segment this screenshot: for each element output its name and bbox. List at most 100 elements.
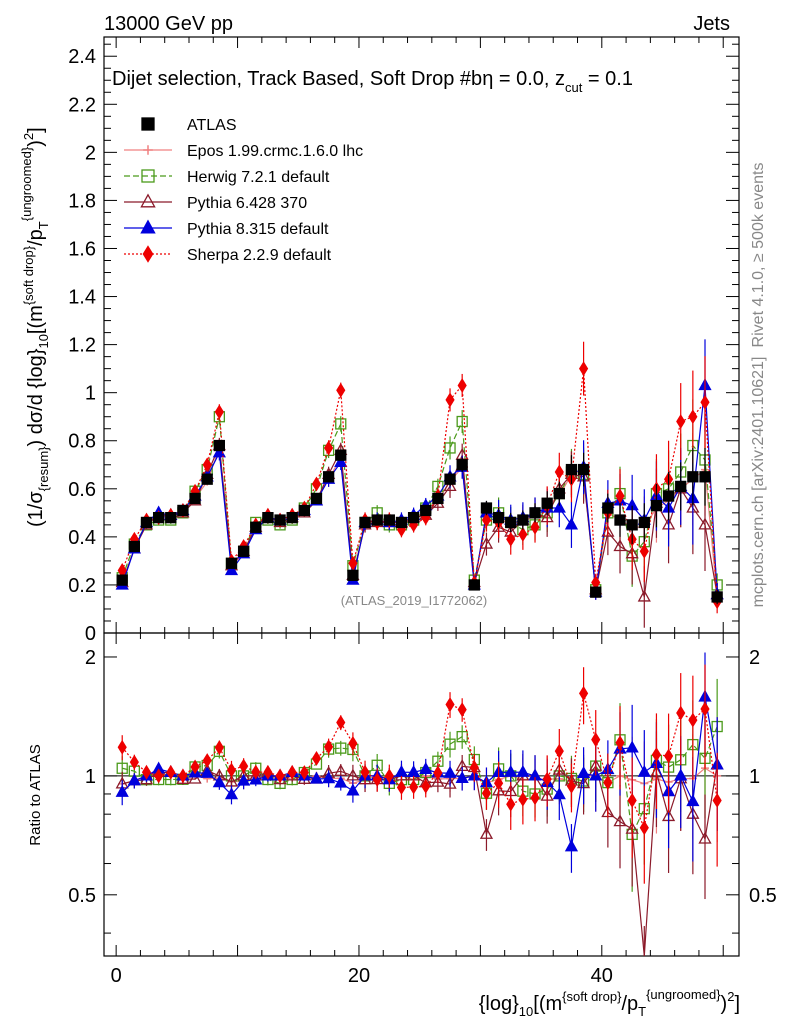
atlas-point <box>626 519 638 531</box>
chart-title: Dijet selection, Track Based, Soft Drop … <box>112 68 633 95</box>
pythia8-ratio-point <box>394 764 409 777</box>
atlas-point <box>335 449 347 461</box>
herwig-line <box>121 416 718 590</box>
y-tick-label: 1.8 <box>68 190 96 212</box>
y-axis-label: (1/σ{resum}) dσ/d {log}10[(m{soft drop}/… <box>19 127 51 527</box>
y-tick-labels: 0 0.2 0.4 0.6 0.8 1 1.2 1.4 1.6 1.8 2 2.2 2.4 <box>68 46 96 645</box>
herwig-point <box>444 442 456 454</box>
atlas-point <box>189 492 201 505</box>
pythia8-ratio-point <box>516 764 530 777</box>
sherpa-ratio-point <box>348 735 358 751</box>
atlas-point <box>699 471 711 483</box>
sherpa-point <box>530 519 540 535</box>
pythia8-ratio-point <box>637 764 651 777</box>
atlas-point <box>590 586 602 598</box>
sherpa-ratio-point <box>627 792 637 808</box>
pythia6-point <box>443 479 457 492</box>
legend-label-epos: Epos 1.99.crmc.1.6.0 lhc <box>187 143 363 160</box>
x-tick-label: 20 <box>348 965 370 987</box>
pythia8-ratio-point <box>564 839 579 852</box>
pythia6-ratio-point <box>431 774 445 787</box>
sherpa-ratio-point <box>676 705 686 721</box>
ratio-tick-label-right: 2 <box>749 647 760 669</box>
sherpa-ratio-point <box>700 701 710 717</box>
pythia8-ratio-point <box>674 768 688 781</box>
sherpa-point <box>445 392 455 408</box>
sherpa-ratio-point <box>396 780 407 795</box>
pythia8-ratio-point <box>334 775 348 788</box>
sherpa-ratio-point <box>651 747 662 763</box>
sherpa-point <box>676 414 686 429</box>
sherpa-ratio-point <box>481 785 492 801</box>
legend-label-atlas: ATLAS <box>187 117 237 134</box>
ratio-tick-label: 2 <box>85 647 96 669</box>
ratio-tick-label: 0.5 <box>68 885 96 907</box>
pythia8-ratio-point <box>127 773 141 786</box>
x-tick-labels: 0 20 40 <box>111 965 613 987</box>
sherpa-ratio-point <box>299 765 309 781</box>
rivet-label: Rivet 4.1.0, ≥ 500k events <box>750 163 767 348</box>
sherpa-ratio-point <box>336 715 346 730</box>
sherpa-ratio-line <box>121 693 718 830</box>
atlas-point <box>310 492 323 505</box>
atlas-point <box>480 502 493 514</box>
atlas-point <box>662 490 675 502</box>
atlas-point <box>165 511 177 524</box>
atlas-point <box>274 514 286 526</box>
atlas-point <box>347 569 359 581</box>
pythia8-ratio-point <box>419 761 433 774</box>
pythia8-ratio-point <box>237 773 251 786</box>
ratio-tick-label-right: 0.5 <box>749 885 777 907</box>
sherpa-ratio-point <box>566 778 577 794</box>
sherpa-ratio-point <box>372 772 382 788</box>
ratio-tick-labels: 0.5 0.5 1 1 2 2 <box>68 647 777 907</box>
sherpa-point <box>311 476 322 492</box>
atlas-point <box>444 473 456 485</box>
sherpa-ratio-point <box>166 764 176 780</box>
atlas-point <box>650 499 663 512</box>
atlas-point <box>322 471 335 483</box>
sherpa-point <box>615 488 625 504</box>
atlas-point <box>225 557 238 569</box>
sherpa-ratio-point <box>445 697 455 713</box>
sherpa-ratio-point <box>688 712 698 728</box>
sherpa-ratio-point <box>384 768 394 784</box>
pythia8-ratio-point <box>443 765 457 778</box>
sherpa-ratio-point <box>311 750 322 766</box>
sherpa-ratio-point <box>275 768 285 784</box>
y-tick-label: 0.2 <box>68 575 96 597</box>
legend-label-pythia8: Pythia 8.315 default <box>187 221 329 238</box>
sherpa-line <box>121 368 718 602</box>
sherpa-ratio-point <box>154 768 164 784</box>
legend-marker-pythia6 <box>140 193 156 208</box>
y-tick-label: 2.2 <box>68 94 96 116</box>
legend: ATLAS Epos 1.99.crmc.1.6.0 lhc Herwig 7.2.… <box>124 117 363 264</box>
atlas-point <box>541 497 553 509</box>
herwig-ratio-point <box>116 762 128 774</box>
sherpa-point <box>639 543 649 559</box>
legend-label-sherpa: Sherpa 2.2.9 default <box>187 247 332 264</box>
sherpa-ratio-point <box>603 775 613 791</box>
atlas-point <box>237 545 250 557</box>
legend-label-pythia6: Pythia 6.428 370 <box>187 195 307 212</box>
sherpa-ratio-point <box>518 791 528 807</box>
legend-label-herwig: Herwig 7.2.1 default <box>187 169 330 186</box>
pythia8-ratio-point <box>504 764 518 777</box>
pythia8-ratio-point <box>455 771 469 784</box>
sherpa-ratio-point <box>178 768 188 784</box>
sherpa-point <box>457 378 467 393</box>
pythia8-ratio-point <box>115 784 129 797</box>
sherpa-point <box>214 404 224 420</box>
pythia8-ratio-point <box>309 771 324 784</box>
herwig-ratio-point <box>456 730 468 743</box>
atlas-point <box>505 516 517 529</box>
pythia6-point <box>637 589 651 602</box>
x-tick-label: 0 <box>111 965 122 987</box>
sherpa-ratio-point <box>433 765 443 781</box>
sherpa-ratio-point <box>202 753 212 768</box>
legend-marker-atlas <box>141 117 155 131</box>
pythia8-line <box>121 385 718 595</box>
atlas-point <box>262 511 274 524</box>
process-label: Jets <box>693 13 730 35</box>
ratio-axis-label: Ratio to ATLAS <box>27 744 44 845</box>
